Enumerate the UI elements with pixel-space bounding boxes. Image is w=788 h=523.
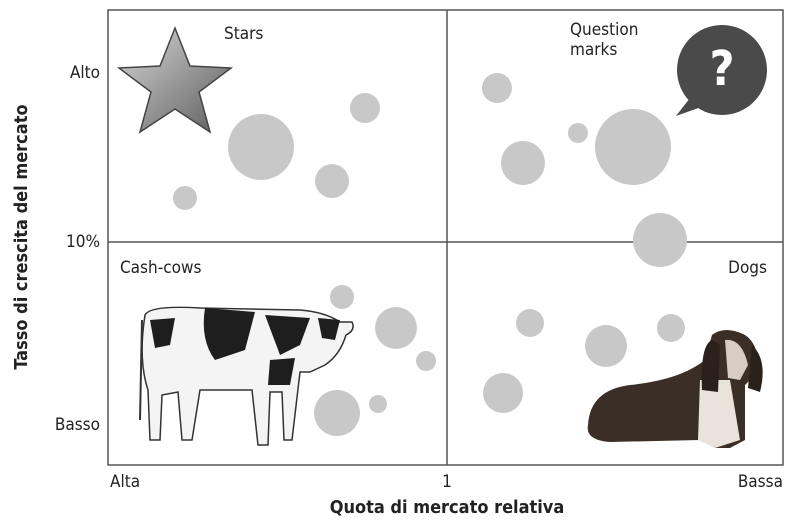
bubble — [173, 186, 197, 210]
y-label: 10% — [66, 232, 100, 252]
quadrant-label: Question marks — [570, 20, 665, 60]
question-mark: ? — [709, 41, 734, 97]
bubble — [516, 309, 544, 337]
bubble — [315, 164, 349, 198]
bubble — [330, 285, 354, 309]
bubble — [416, 351, 436, 371]
star-icon — [119, 28, 231, 132]
y-label: Alto — [70, 63, 100, 83]
quadrant-label: Stars — [224, 24, 263, 44]
bubble — [595, 109, 671, 185]
bubble — [585, 325, 627, 367]
y-label: Basso — [55, 415, 100, 435]
bubble — [501, 141, 545, 185]
y-axis-title: Tasso di crescita del mercato — [11, 104, 32, 369]
bubble — [633, 213, 687, 267]
bubble — [657, 314, 685, 342]
quadrant-label: Dogs — [728, 258, 767, 278]
quadrant-label-box: Question marks — [570, 20, 670, 70]
x-label: Alta — [110, 472, 140, 492]
bcg-matrix: ? Stars — [0, 0, 788, 523]
quadrant-label: Cash-cows — [120, 258, 202, 278]
bubble — [314, 390, 360, 436]
bubble — [568, 123, 588, 143]
bubble — [483, 373, 523, 413]
bubble — [350, 93, 380, 123]
bubble — [375, 307, 417, 349]
bubble — [228, 114, 294, 180]
x-axis-title: Quota di mercato relativa — [330, 497, 565, 518]
x-label: Bassa — [738, 472, 783, 492]
x-label: 1 — [442, 472, 452, 492]
bubble — [482, 73, 512, 103]
question-icon: ? — [676, 25, 767, 116]
bubble — [369, 395, 387, 413]
